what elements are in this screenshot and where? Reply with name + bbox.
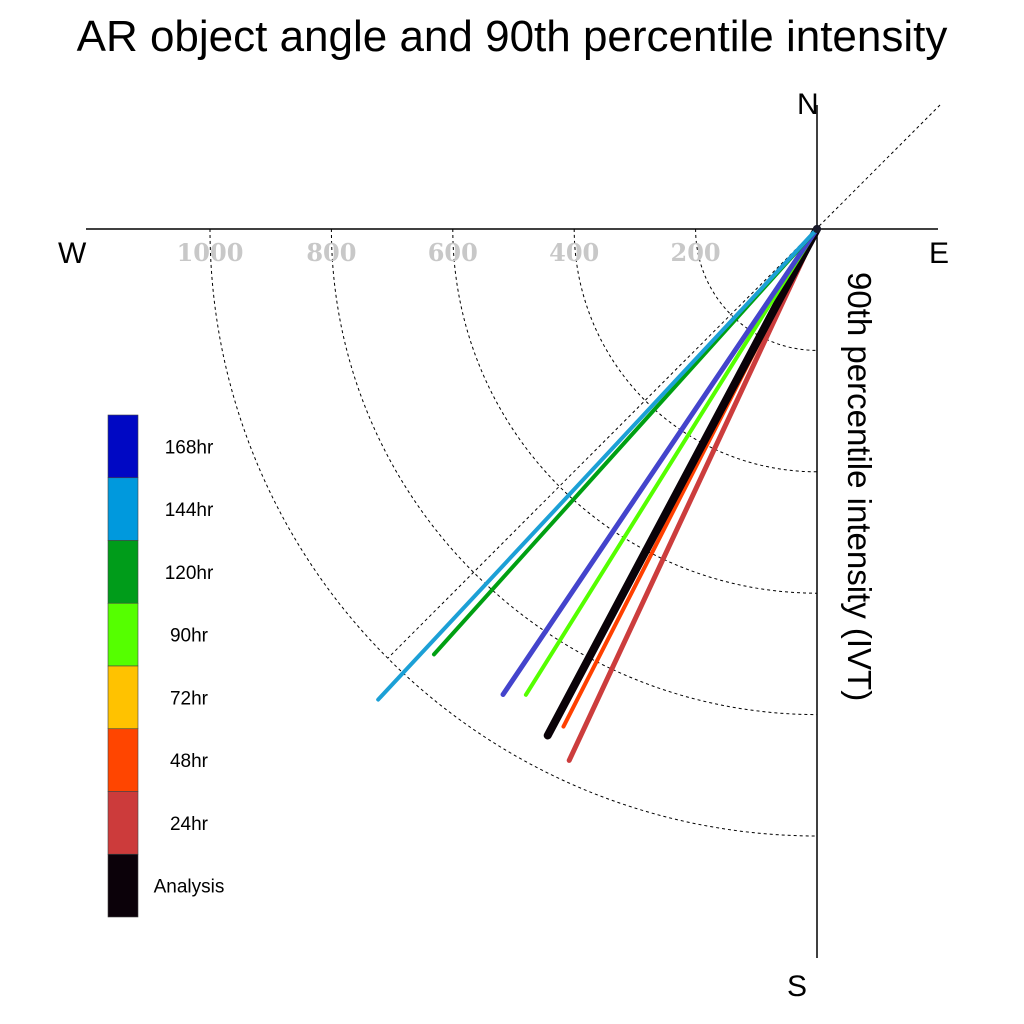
legend-swatch-analysis [107,853,139,918]
legend-swatch-144hr [107,477,139,541]
series-line-analysis [543,225,821,740]
legend-swatch-168hr [107,414,139,479]
legend-swatch-48hr [107,728,139,792]
radial-tick-labels: 200 400 600 800 1000 [177,238,721,267]
axes [86,104,941,958]
tick-label-1000: 1000 [177,238,244,267]
grid-arc-600 [452,228,818,594]
compass-north: N [797,88,819,121]
legend-label-72hr: 72hr [170,688,209,709]
tick-label-200: 200 [671,238,721,267]
legend: 168hr 144hr 120hr 90hr 72hr 48hr 24hr Analysis [107,414,225,918]
compass-west: W [58,237,87,270]
diagonal-grid-line [387,104,941,659]
legend-swatch-90hr [107,602,139,667]
legend-label-90hr: 90hr [170,626,209,647]
legend-swatch-24hr [107,791,139,855]
labels: N S E W 90th percentile intensity (IVT) [58,88,949,1003]
compass-east: E [929,237,949,270]
y-axis-label: 90th percentile intensity (IVT) [841,272,878,701]
series-line-168hr [500,226,820,697]
tick-label-400: 400 [549,238,599,267]
series-line-24hr [566,226,820,763]
legend-label-168hr: 168hr [165,437,214,458]
legend-swatch-72hr [107,665,139,730]
origin-point [813,225,821,233]
grid-arc-200 [695,228,818,351]
legend-label-120hr: 120hr [165,563,214,584]
legend-label-analysis: Analysis [154,877,225,898]
chart-title: AR object angle and 90th percentile inte… [76,12,948,61]
grid [209,228,818,837]
tick-label-800: 800 [306,238,356,267]
tick-label-600: 600 [428,238,478,267]
series-line-144hr [376,227,819,702]
legend-swatch-120hr [107,540,139,604]
grid-arc-400 [573,228,818,473]
legend-label-48hr: 48hr [170,751,209,772]
legend-label-144hr: 144hr [165,500,214,521]
series-lines [376,225,821,763]
grid-arc-800 [330,228,818,716]
grid-arc-1000 [209,228,818,837]
legend-label-24hr: 24hr [170,814,209,835]
series-line-90hr [523,227,819,697]
compass-south: S [787,970,807,1003]
